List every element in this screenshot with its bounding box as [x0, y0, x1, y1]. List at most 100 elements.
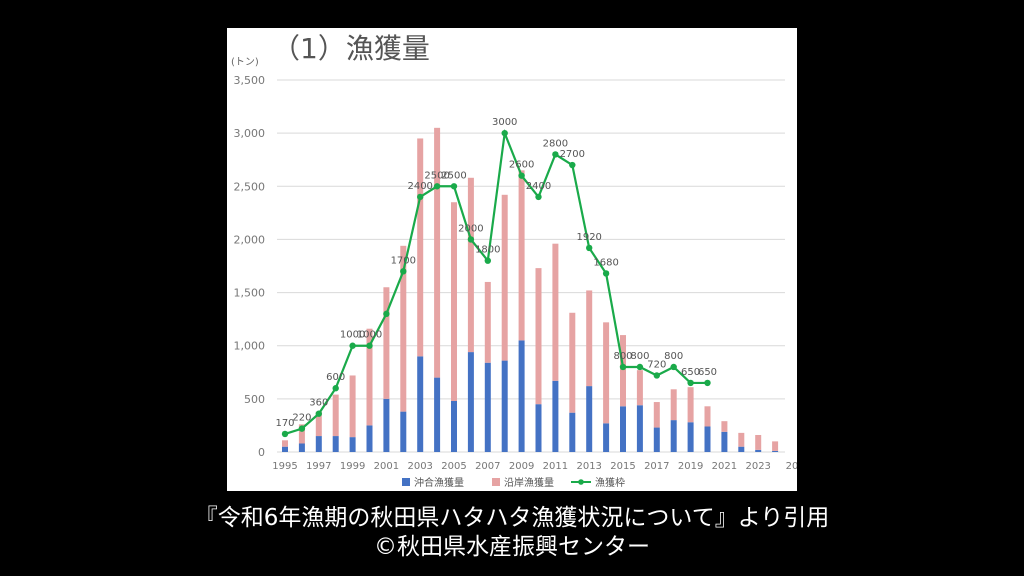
bar-coastal: [636, 370, 643, 406]
bar-coastal: [383, 287, 390, 399]
bar-coastal: [535, 268, 542, 405]
bar-coastal: [434, 127, 441, 378]
chart-title: （1）漁獲量: [272, 32, 430, 65]
quota-data-label: 1920: [576, 232, 601, 243]
quota-point: [433, 183, 441, 190]
x-tick-label: 2003: [407, 461, 432, 472]
bar-offshore: [383, 398, 390, 452]
bar-coastal: [670, 389, 677, 421]
axis-tick-labels: 0 500 1,000 1,500 2,000 2,500 3,000 3,500 1995 19…: [234, 74, 798, 472]
bar-coastal: [586, 290, 593, 387]
quota-data-label: 2400: [526, 181, 551, 192]
bar-coastal: [467, 177, 474, 353]
bar-coastal: [552, 243, 559, 381]
bar-coastal: [603, 322, 610, 424]
bar-offshore: [467, 352, 474, 452]
quota-point: [619, 363, 627, 371]
bar-coastal: [518, 170, 525, 341]
quota-point: [518, 172, 525, 179]
quota-data-label: 2000: [458, 223, 483, 234]
quota-data-label: 2500: [424, 170, 449, 181]
quota-data-label: 2600: [509, 160, 534, 171]
x-tick-label: 2015: [610, 461, 635, 472]
x-tick-label: 1995: [272, 461, 297, 472]
bar-coastal: [451, 202, 457, 401]
quota-line-series: [281, 128, 711, 438]
bar-coastal: [332, 394, 339, 437]
bar-offshore: [569, 412, 576, 452]
x-tick-label: 2019: [678, 461, 703, 472]
x-tick-label: 1999: [340, 461, 365, 472]
bar-offshore: [620, 406, 626, 452]
quota-data-label: 220: [292, 413, 311, 424]
quota-data-label: 720: [647, 359, 666, 370]
bar-offshore: [501, 360, 508, 452]
quota-point: [535, 193, 542, 201]
bar-coastal: [738, 432, 745, 447]
quota-data-label: 2700: [560, 149, 585, 160]
quota-point: [602, 270, 610, 277]
quota-point: [653, 372, 660, 379]
quota-data-label: 800: [613, 351, 632, 362]
bar-coastal: [653, 402, 660, 428]
quota-point: [298, 425, 306, 432]
bar-coastal: [721, 421, 728, 432]
quota-point: [366, 342, 373, 349]
y-tick-label: 0: [258, 446, 265, 459]
bar-offshore: [653, 427, 660, 452]
quota-data-label: 1000: [357, 330, 382, 341]
legend-label: 漁獲枠: [595, 476, 625, 489]
quota-point: [687, 379, 694, 387]
quota-point: [315, 410, 322, 417]
bar-coastal: [417, 138, 424, 357]
x-tick-label: 2017: [644, 461, 669, 472]
bar-offshore: [721, 431, 728, 452]
bar-offshore: [332, 436, 339, 452]
quota-point: [569, 161, 576, 169]
quota-point: [552, 151, 559, 158]
quota-point: [400, 268, 407, 275]
bar-offshore: [704, 426, 711, 452]
x-tick-label: 2013: [576, 461, 601, 472]
legend-swatch-marker: [578, 479, 584, 485]
bar-offshore: [772, 450, 779, 452]
quota-line: [284, 128, 708, 435]
bar-offshore: [738, 446, 745, 452]
bar-coastal: [704, 406, 711, 427]
x-tick-label: 1997: [306, 461, 331, 472]
quota-data-label: 2400: [407, 181, 432, 192]
x-tick-label: 2001: [374, 461, 399, 472]
quota-point: [484, 257, 491, 264]
bar-offshore: [687, 422, 694, 452]
y-axis-unit-label: (トン): [231, 57, 259, 68]
data-labels: 1702203606001000100017002400250025002000…: [275, 117, 717, 429]
bar-offshore: [282, 446, 288, 452]
bar-coastal: [501, 194, 508, 361]
quota-point: [332, 385, 339, 392]
quota-point: [501, 129, 508, 137]
quota-point: [417, 193, 424, 201]
x-tick-label: 2011: [543, 461, 568, 472]
legend-swatch: [492, 478, 500, 486]
y-tick-label: 3,500: [234, 74, 266, 87]
bar-offshore: [484, 362, 491, 452]
bar-coastal: [620, 335, 626, 407]
bar-offshore: [349, 437, 356, 452]
quota-data-label: 170: [275, 418, 294, 429]
bar-coastal: [484, 281, 491, 363]
bar-offshore: [636, 405, 643, 452]
bar-coastal: [400, 245, 407, 412]
quota-data-label: 3000: [492, 117, 517, 128]
quota-data-label: 650: [698, 367, 717, 378]
bar-offshore: [586, 386, 593, 452]
bar-offshore: [417, 356, 424, 452]
quota-data-label: 360: [309, 398, 328, 409]
quota-data-label: 1700: [391, 255, 416, 266]
bar-offshore: [451, 400, 457, 452]
quota-point: [670, 363, 677, 371]
quota-point: [586, 244, 593, 252]
quota-point: [636, 363, 644, 371]
y-tick-label: 3,000: [234, 127, 266, 140]
bar-offshore: [434, 377, 441, 452]
